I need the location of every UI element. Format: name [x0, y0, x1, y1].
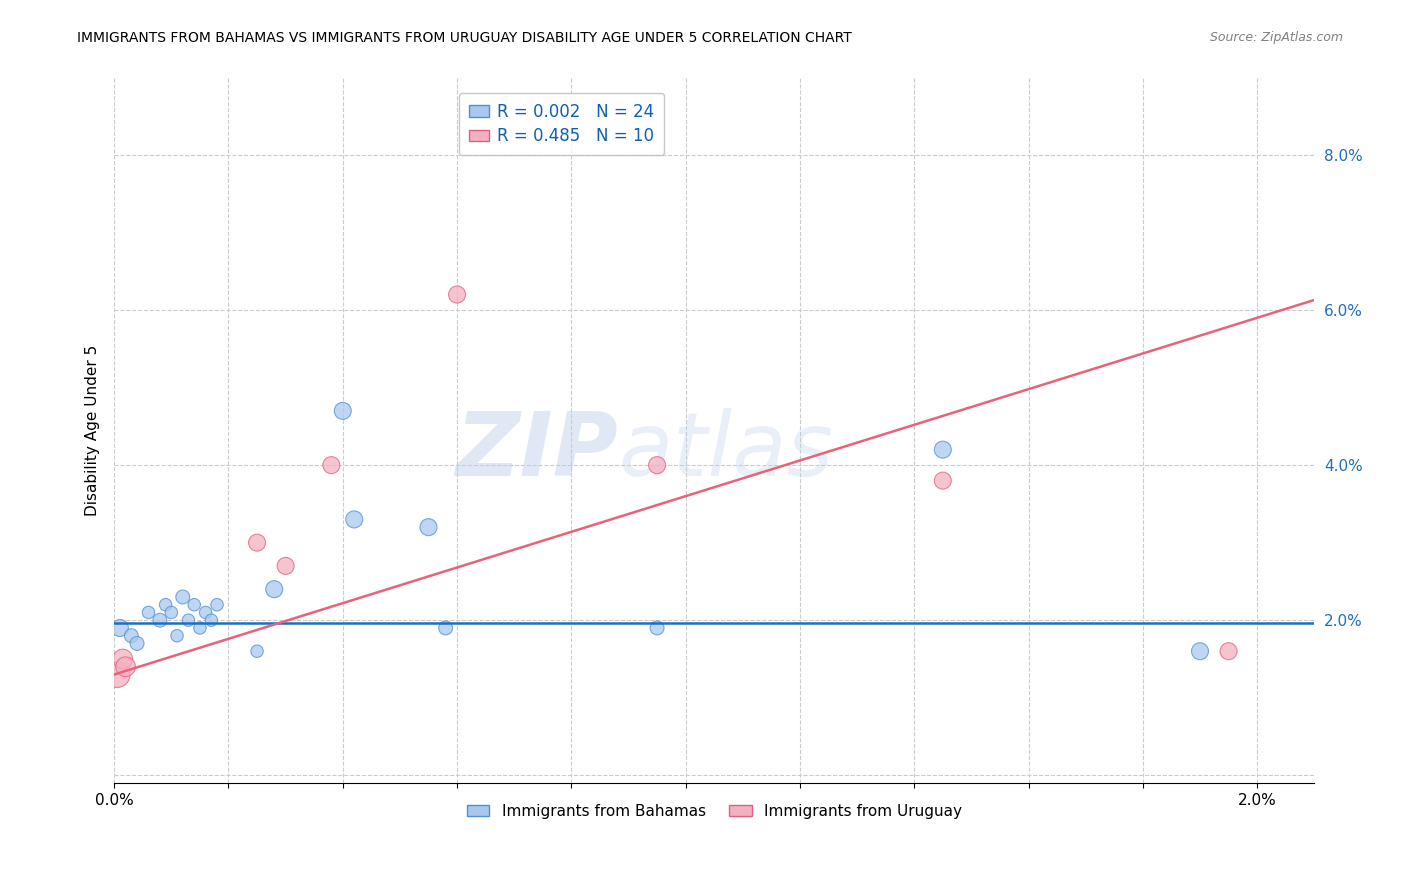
Point — [194, 606, 217, 620]
Point — [155, 598, 177, 612]
Point — [645, 458, 668, 472]
Point — [177, 613, 200, 627]
Point — [205, 598, 228, 612]
Point — [183, 598, 205, 612]
Point — [111, 652, 134, 666]
Point — [343, 512, 366, 526]
Point — [149, 613, 172, 627]
Point — [188, 621, 211, 635]
Point — [114, 659, 136, 673]
Point — [932, 442, 955, 457]
Text: IMMIGRANTS FROM BAHAMAS VS IMMIGRANTS FROM URUGUAY DISABILITY AGE UNDER 5 CORREL: IMMIGRANTS FROM BAHAMAS VS IMMIGRANTS FR… — [77, 31, 852, 45]
Point — [1188, 644, 1211, 658]
Point — [434, 621, 457, 635]
Y-axis label: Disability Age Under 5: Disability Age Under 5 — [86, 344, 100, 516]
Point — [138, 606, 160, 620]
Point — [645, 621, 668, 635]
Legend: Immigrants from Bahamas, Immigrants from Uruguay: Immigrants from Bahamas, Immigrants from… — [461, 797, 967, 825]
Point — [105, 667, 128, 681]
Point — [332, 404, 354, 418]
Point — [200, 613, 222, 627]
Point — [246, 644, 269, 658]
Point — [446, 287, 468, 301]
Point — [125, 636, 148, 650]
Point — [172, 590, 194, 604]
Point — [263, 582, 285, 597]
Point — [246, 535, 269, 549]
Point — [166, 629, 188, 643]
Point — [120, 629, 142, 643]
Point — [274, 558, 297, 573]
Text: Source: ZipAtlas.com: Source: ZipAtlas.com — [1209, 31, 1343, 45]
Point — [1218, 644, 1240, 658]
Point — [321, 458, 343, 472]
Point — [418, 520, 440, 534]
Point — [932, 474, 955, 488]
Point — [108, 621, 131, 635]
Text: atlas: atlas — [619, 409, 834, 494]
Point — [160, 606, 183, 620]
Text: ZIP: ZIP — [456, 408, 619, 495]
